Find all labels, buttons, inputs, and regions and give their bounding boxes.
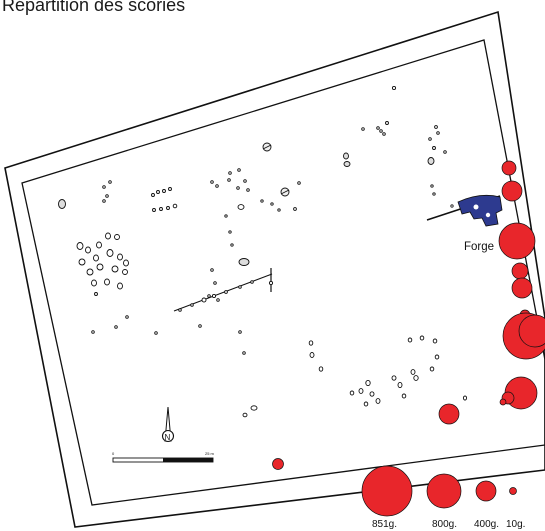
scale-start-label: 0 xyxy=(112,451,115,456)
slag-circles xyxy=(272,160,545,470)
map-title: Répartition des scories xyxy=(2,0,186,15)
north-arrow xyxy=(161,406,175,443)
legend-label-851: 851g. xyxy=(372,519,397,530)
forge-label: Forge xyxy=(464,241,494,253)
scale-end-label: 25 m xyxy=(205,451,215,456)
legend-circle-10 xyxy=(509,487,517,495)
enclosure-inner-wall xyxy=(21,39,545,506)
legend-circle-800 xyxy=(426,473,462,509)
enclosure-outer-wall xyxy=(4,10,545,528)
scale-bar xyxy=(112,457,214,463)
legend-label-400: 400g. xyxy=(474,519,499,530)
legend-label-800: 800g. xyxy=(432,519,457,530)
archaeological-features xyxy=(58,85,468,418)
linear-features xyxy=(173,268,274,312)
forge-feature xyxy=(426,194,503,227)
legend-label-10: 10g. xyxy=(506,519,525,530)
north-label: N xyxy=(165,433,171,442)
legend-circle-851 xyxy=(361,465,413,517)
legend-circle-400 xyxy=(475,480,497,502)
legend xyxy=(361,465,517,517)
